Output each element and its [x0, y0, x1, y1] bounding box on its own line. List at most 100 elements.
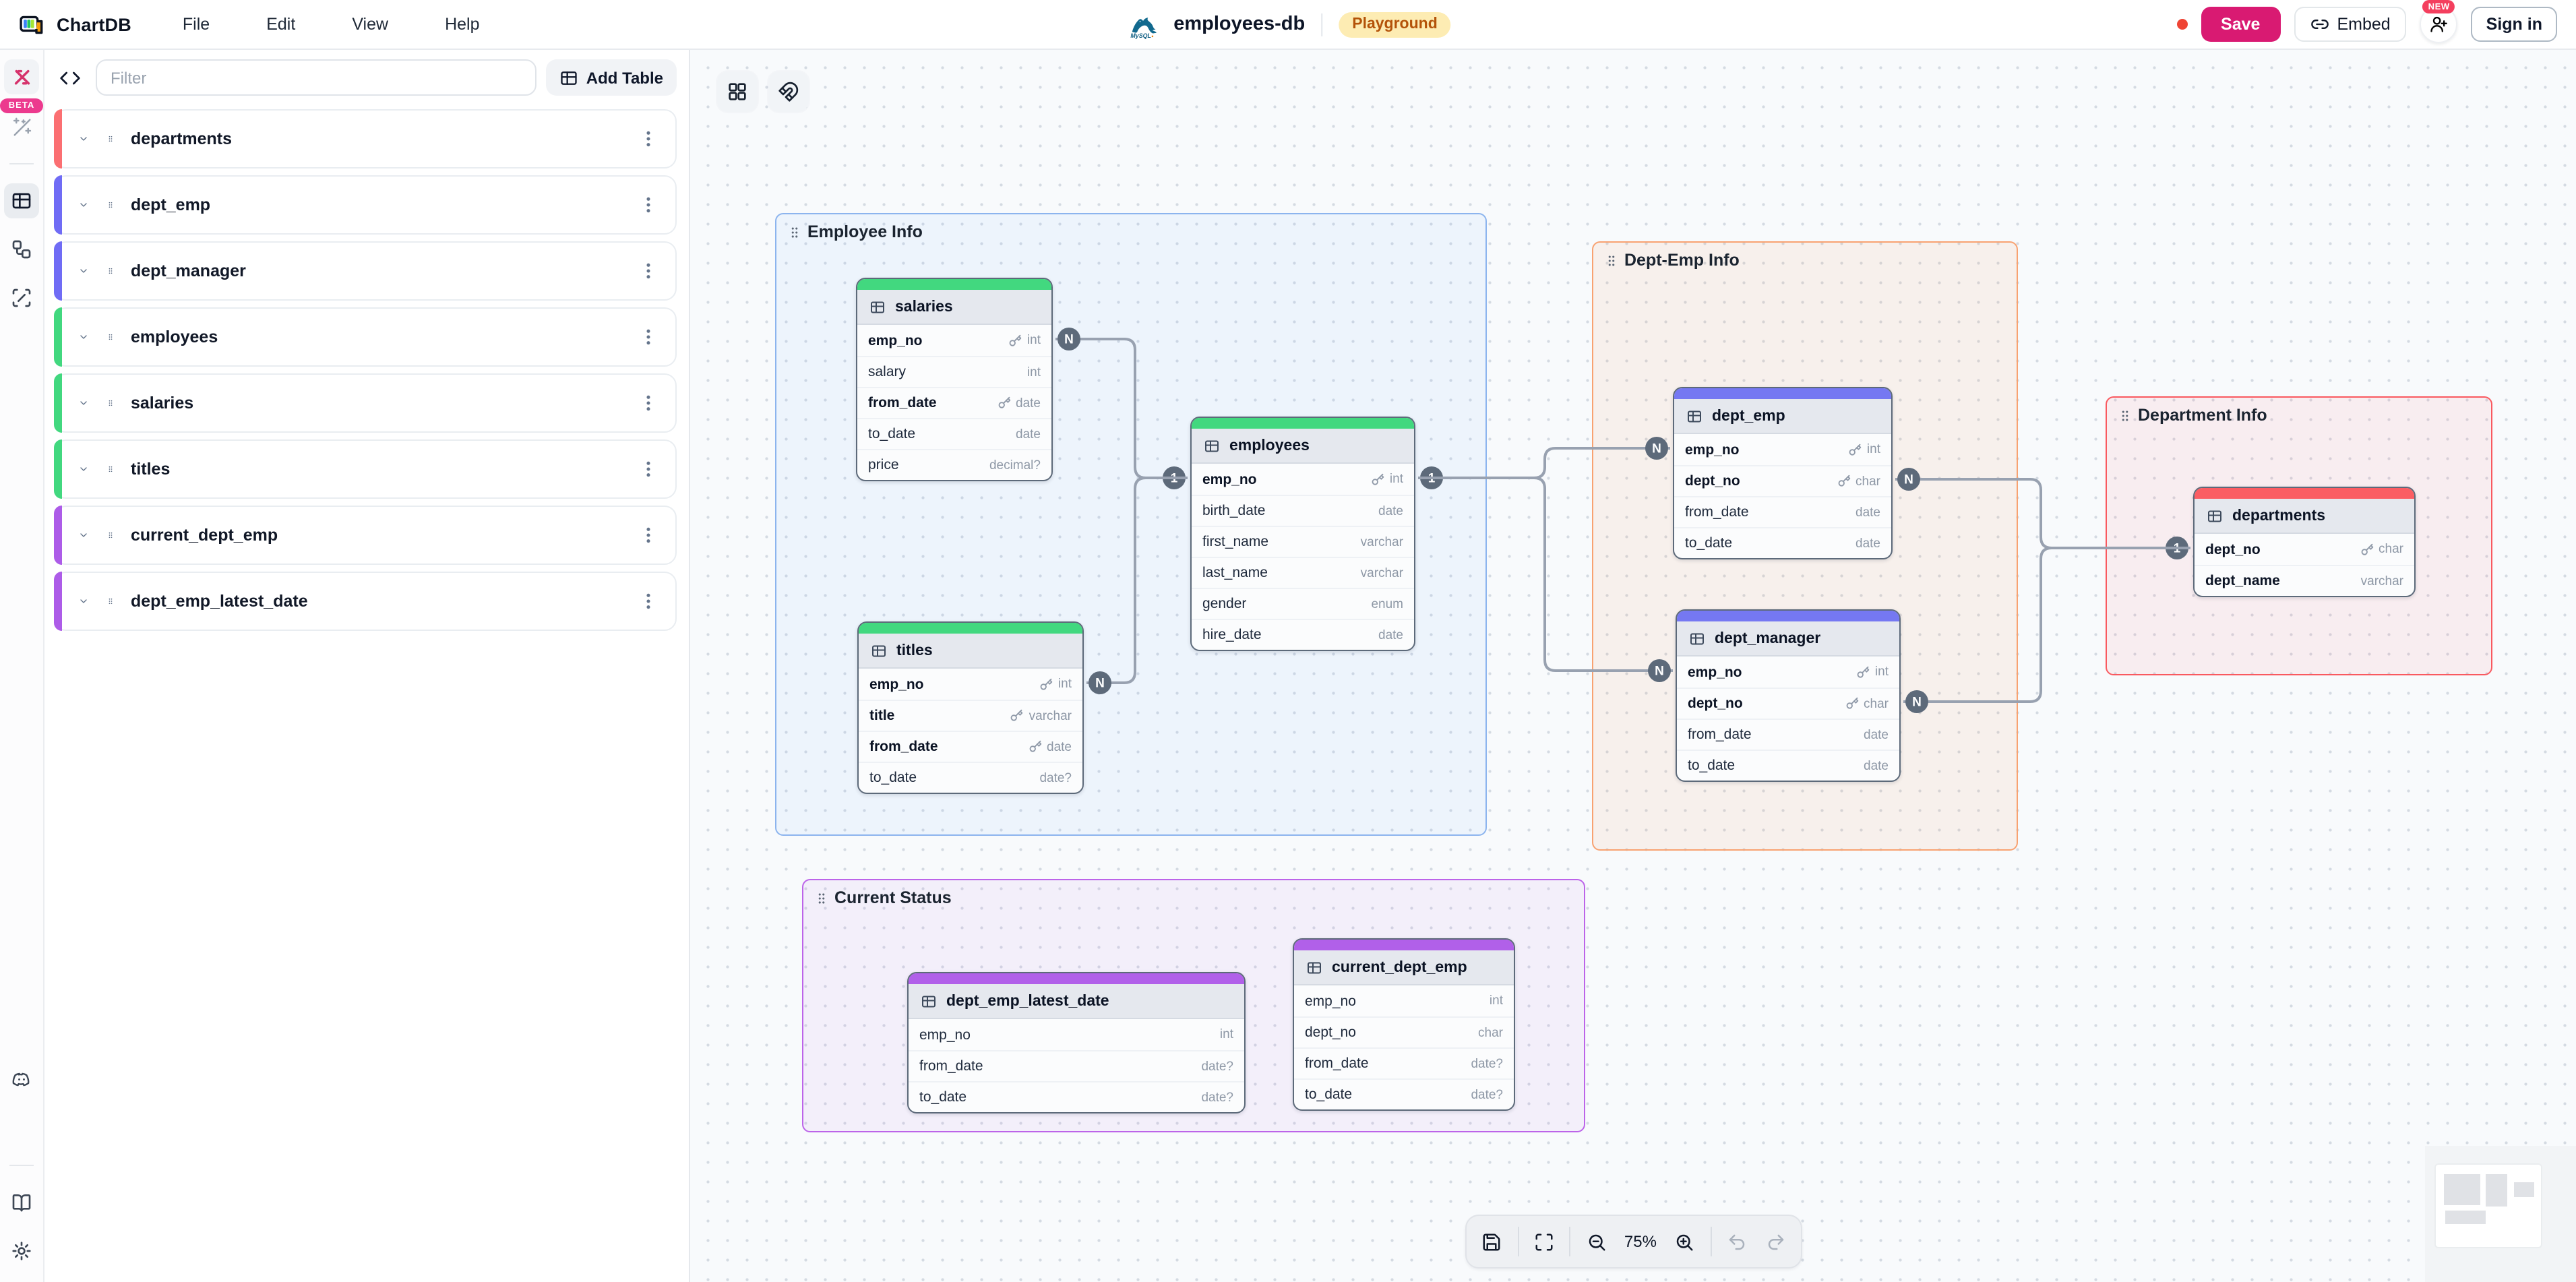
field-row-last_name[interactable]: last_name varchar	[1192, 557, 1414, 588]
sidebar-item-salaries[interactable]: salaries	[54, 373, 677, 433]
table-header[interactable]: dept_emp_latest_date	[909, 984, 1244, 1019]
dependencies-section-button[interactable]	[4, 280, 39, 315]
field-row-from_date[interactable]: from_date date?	[909, 1050, 1244, 1081]
sidebar-item-departments[interactable]: departments	[54, 109, 677, 169]
menu-help[interactable]: Help	[445, 8, 479, 40]
table-menu-button[interactable]	[632, 255, 665, 287]
table-header[interactable]: departments	[2195, 499, 2414, 534]
field-row-to_date[interactable]: to_date date?	[1294, 1078, 1514, 1109]
table-menu-button[interactable]	[632, 453, 665, 485]
embed-button[interactable]: Embed	[2294, 7, 2407, 42]
zoom-level[interactable]: 75%	[1624, 1232, 1657, 1251]
menu-view[interactable]: View	[352, 8, 388, 40]
field-row-from_date[interactable]: from_date date	[1677, 719, 1899, 750]
drag-handle-icon[interactable]	[101, 262, 120, 280]
table-header[interactable]: salaries	[857, 290, 1051, 325]
field-row-dept_no[interactable]: dept_no char	[1677, 688, 1899, 719]
sidebar-item-dept_manager[interactable]: dept_manager	[54, 241, 677, 301]
menu-file[interactable]: File	[183, 8, 210, 40]
field-row-dept_name[interactable]: dept_name varchar	[2195, 565, 2414, 596]
relationship-line[interactable]	[1903, 547, 2190, 703]
field-row-emp_no[interactable]: emp_no int	[909, 1019, 1244, 1050]
sidebar-item-titles[interactable]: titles	[54, 439, 677, 499]
menu-edit[interactable]: Edit	[266, 8, 295, 40]
table-titles[interactable]: titles emp_no int title varchar from_dat…	[857, 621, 1084, 794]
field-row-dept_no[interactable]: dept_no char	[1674, 465, 1891, 496]
table-header[interactable]: dept_emp	[1674, 399, 1891, 434]
table-header[interactable]: dept_manager	[1677, 621, 1899, 657]
table-menu-button[interactable]	[632, 123, 665, 155]
field-row-to_date[interactable]: to_date date	[857, 418, 1051, 449]
area-label-row[interactable]: Department Info	[2118, 406, 2267, 425]
drag-handle-icon[interactable]	[101, 460, 120, 479]
field-row-from_date[interactable]: from_date date?	[1294, 1047, 1514, 1078]
drag-handle-icon[interactable]	[101, 328, 120, 346]
add-table-button[interactable]: Add Table	[545, 59, 677, 96]
twitter-button[interactable]	[4, 1111, 39, 1146]
tables-section-button[interactable]	[4, 183, 39, 218]
fit-view-button[interactable]	[1527, 1224, 1561, 1259]
table-dept_emp_latest_date[interactable]: dept_emp_latest_date emp_no int from_dat…	[907, 972, 1246, 1113]
field-row-to_date[interactable]: to_date date?	[859, 762, 1082, 793]
field-row-title[interactable]: title varchar	[859, 700, 1082, 731]
view-options-button[interactable]	[717, 71, 758, 112]
relationships-section-button[interactable]	[4, 232, 39, 267]
snap-magnet-button[interactable]	[768, 71, 809, 112]
magic-wand-button[interactable]	[4, 109, 39, 144]
zoom-out-button[interactable]	[1579, 1224, 1614, 1259]
chevron-down-icon[interactable]	[73, 326, 94, 348]
table-menu-button[interactable]	[632, 519, 665, 551]
sidebar-item-dept_emp_latest_date[interactable]: dept_emp_latest_date	[54, 572, 677, 631]
filter-input[interactable]	[96, 59, 536, 96]
settings-button[interactable]	[4, 1233, 39, 1269]
save-diagram-button[interactable]	[1475, 1224, 1509, 1259]
sidebar-item-current_dept_emp[interactable]: current_dept_emp	[54, 506, 677, 565]
field-row-to_date[interactable]: to_date date	[1674, 527, 1891, 558]
field-row-dept_no[interactable]: dept_no char	[1294, 1016, 1514, 1047]
table-employees[interactable]: employees emp_no int birth_date date fir…	[1190, 417, 1415, 651]
table-salaries[interactable]: salaries emp_no int salary int from_date…	[856, 278, 1053, 481]
table-menu-button[interactable]	[632, 585, 665, 617]
save-button[interactable]: Save	[2201, 7, 2281, 42]
drag-handle-icon[interactable]	[101, 129, 120, 148]
area-label-row[interactable]: Dept-Emp Info	[1604, 251, 1740, 270]
table-menu-button[interactable]	[632, 321, 665, 353]
redo-button[interactable]	[1758, 1224, 1792, 1259]
sign-in-button[interactable]: Sign in	[2471, 7, 2557, 42]
chevron-down-icon[interactable]	[73, 260, 94, 282]
sidebar-item-employees[interactable]: employees	[54, 307, 677, 367]
minimap[interactable]	[2425, 1146, 2576, 1282]
diagram-canvas[interactable]: Employee Info Dept-Emp Info Department I…	[690, 50, 2576, 1282]
field-row-emp_no[interactable]: emp_no int	[1677, 657, 1899, 688]
field-row-emp_no[interactable]: emp_no int	[1294, 985, 1514, 1016]
relationship-line[interactable]	[1895, 478, 2190, 549]
chevron-down-icon[interactable]	[73, 392, 94, 414]
table-header[interactable]: titles	[859, 634, 1082, 669]
field-row-birth_date[interactable]: birth_date date	[1192, 495, 1414, 526]
drag-handle-icon[interactable]	[101, 592, 120, 611]
area-label-row[interactable]: Current Status	[814, 888, 952, 907]
field-row-dept_no[interactable]: dept_no char	[2195, 534, 2414, 565]
field-row-first_name[interactable]: first_name varchar	[1192, 526, 1414, 557]
field-row-from_date[interactable]: from_date date	[857, 387, 1051, 418]
table-menu-button[interactable]	[632, 189, 665, 221]
chevron-down-icon[interactable]	[73, 590, 94, 612]
table-menu-button[interactable]	[632, 387, 665, 419]
docs-button[interactable]	[4, 1185, 39, 1220]
ai-features-button[interactable]	[4, 59, 39, 94]
drag-handle-icon[interactable]	[101, 394, 120, 413]
table-departments[interactable]: departments dept_no char dept_name varch…	[2193, 487, 2416, 597]
sidebar-item-dept_emp[interactable]: dept_emp	[54, 175, 677, 235]
relationship-line[interactable]	[1418, 447, 1670, 479]
field-row-from_date[interactable]: from_date date	[1674, 496, 1891, 527]
field-row-to_date[interactable]: to_date date	[1677, 750, 1899, 781]
table-dept_manager[interactable]: dept_manager emp_no int dept_no char fro…	[1676, 609, 1901, 782]
field-row-to_date[interactable]: to_date date?	[909, 1081, 1244, 1112]
relationship-line[interactable]	[1055, 338, 1188, 479]
chevron-down-icon[interactable]	[73, 458, 94, 480]
zoom-in-button[interactable]	[1667, 1224, 1702, 1259]
table-header[interactable]: employees	[1192, 429, 1414, 464]
chevron-down-icon[interactable]	[73, 128, 94, 150]
field-row-emp_no[interactable]: emp_no int	[859, 669, 1082, 700]
field-row-emp_no[interactable]: emp_no int	[857, 325, 1051, 356]
